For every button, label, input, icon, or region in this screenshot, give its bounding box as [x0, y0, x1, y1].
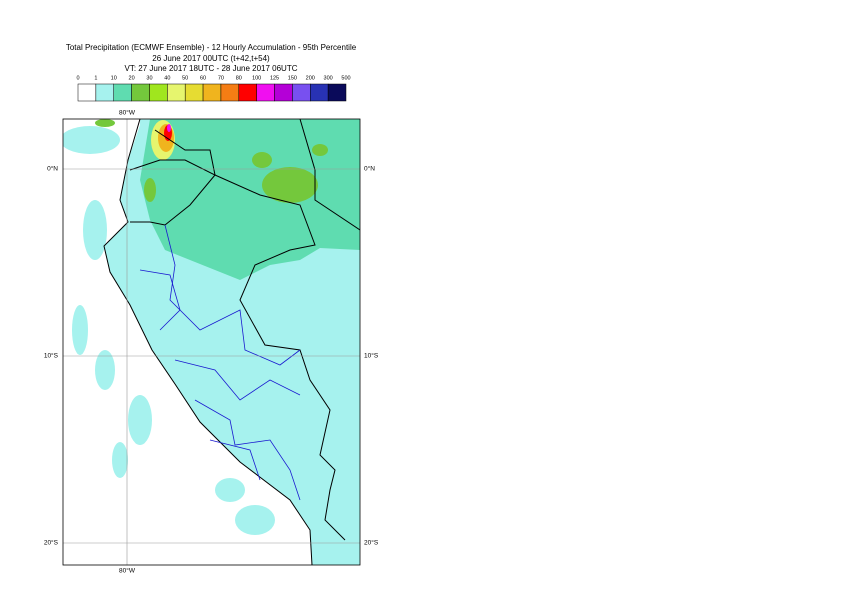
lat-label: 20°S: [44, 539, 59, 547]
legend-swatch: [167, 83, 186, 102]
legend-swatch: [95, 83, 114, 102]
legend-label: 20: [129, 75, 135, 81]
legend-swatch: [292, 83, 311, 102]
graticule: [63, 119, 360, 565]
subtitle: VT: 27 June 2017 18UTC - 28 June 2017 06…: [125, 64, 298, 73]
lat-label: 0°N: [364, 165, 375, 173]
legend-label: 30: [146, 75, 152, 81]
legend-label: 125: [270, 75, 279, 81]
lat-labels: 0°N 0°N 10°S 10°S 20°S 20°S: [44, 165, 379, 547]
legend-swatch: [327, 83, 347, 102]
legend-swatch: [149, 83, 168, 102]
lat-label: 10°S: [364, 352, 379, 360]
legend-label: 500: [341, 75, 350, 81]
legend-swatch: [238, 83, 257, 102]
legend-swatch: [274, 83, 293, 102]
legend-label: 40: [164, 75, 170, 81]
lat-label: 10°S: [44, 352, 59, 360]
legend-label: 80: [236, 75, 242, 81]
legend-swatch: [77, 83, 97, 102]
legend-label: 10: [111, 75, 117, 81]
legend-swatch: [184, 83, 204, 102]
legend-swatch: [202, 83, 222, 102]
legend-label: 100: [252, 75, 261, 81]
legend: 0 1 10 20 30 40 50 60 70 80 100 125 150 200 300 500: [76, 75, 351, 102]
precip-10: [140, 119, 360, 280]
legend-label: 200: [306, 75, 315, 81]
precip-20: [95, 119, 328, 203]
title-block: Total Precipitation (ECMWF Ensemble) - 1…: [66, 43, 357, 73]
legend-label: 60: [200, 75, 206, 81]
region-borders: [139, 224, 301, 501]
lon-label: 80°W: [119, 567, 136, 575]
country-borders: [103, 119, 360, 565]
title: Total Precipitation (ECMWF Ensemble) - 1…: [66, 43, 357, 52]
legend-label: 50: [182, 75, 188, 81]
map-area: [63, 119, 360, 565]
legend-swatch: [220, 83, 240, 102]
lon-label: 80°W: [119, 109, 136, 117]
legend-label: 70: [218, 75, 224, 81]
legend-label: 1: [94, 75, 97, 81]
legend-label: 150: [288, 75, 297, 81]
precip-100: [167, 124, 171, 132]
map-frame: [62, 118, 361, 566]
legend-label: 0: [76, 75, 79, 81]
legend-label: 300: [324, 75, 333, 81]
legend-swatch: [113, 83, 132, 102]
legend-swatch: [256, 83, 275, 102]
lat-label: 20°S: [364, 539, 379, 547]
legend-swatch: [131, 83, 150, 102]
legend-swatch: [310, 83, 329, 102]
lat-label: 0°N: [47, 165, 58, 173]
subtitle: 26 June 2017 00UTC (t+42,t+54): [152, 54, 270, 63]
ocean-precip: [63, 126, 275, 535]
